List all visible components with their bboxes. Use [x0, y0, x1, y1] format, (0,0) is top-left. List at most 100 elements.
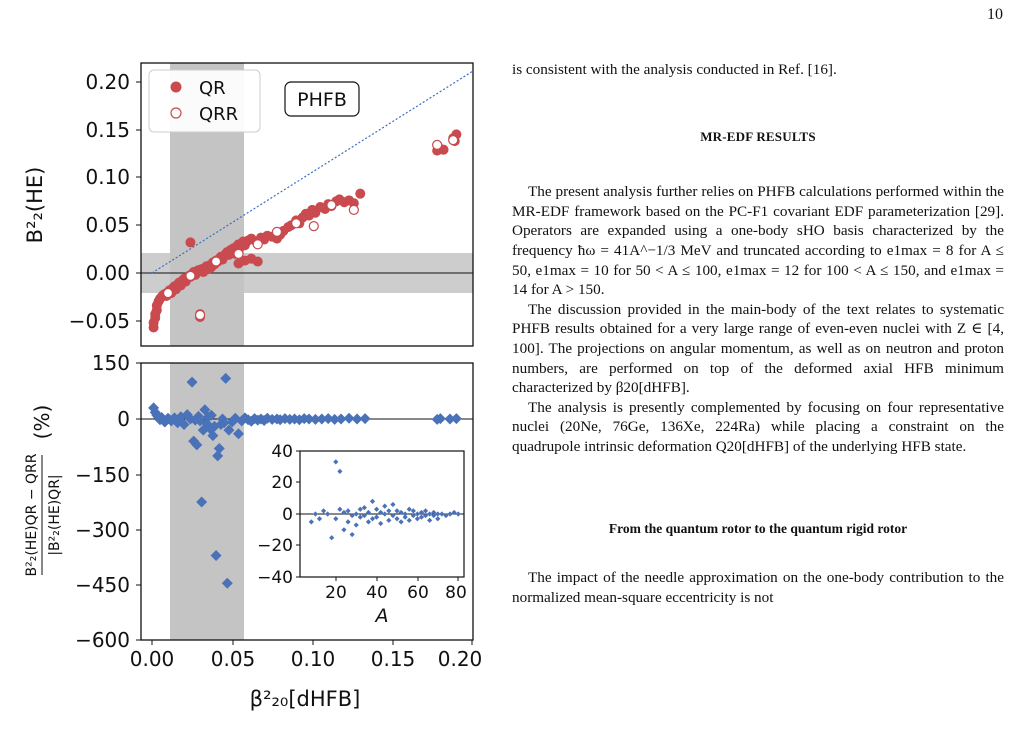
inset-xtick-3: 80 [445, 583, 467, 603]
diff-point [223, 424, 235, 436]
inset: 40 20 0 −20 −40 20 40 60 80 A [257, 442, 467, 627]
bottom-ylabel: B²₂(HE)QR − QRR |B²₂(HE)QR| (%) [24, 405, 63, 577]
inset-point [390, 501, 396, 508]
diff-point [309, 413, 321, 425]
inset-point [369, 516, 376, 522]
paragraph-1: The present analysis further relies on P… [512, 183, 1004, 299]
inset-point [378, 509, 384, 516]
inset-point [333, 459, 339, 465]
top-ytick-5: −0.05 [69, 309, 130, 333]
qrr-point [271, 226, 283, 237]
diff-point [359, 413, 371, 425]
bottom-ytick-5: −600 [75, 628, 130, 652]
inset-point [316, 516, 323, 522]
inset-point [365, 519, 372, 525]
paragraph-4: The impact of the needle approximation o… [512, 569, 1004, 606]
qrr-point [308, 221, 319, 232]
inset-point [308, 519, 314, 525]
diff-point [329, 413, 341, 425]
inset-point [353, 522, 359, 528]
legend-qrr-marker [170, 107, 182, 119]
qr-point [355, 188, 366, 199]
section-heading: MR-EDF RESULTS [700, 128, 816, 144]
top-ytick-3: 0.05 [85, 213, 130, 237]
inset-point [414, 516, 420, 522]
top-ytick-1: 0.15 [85, 118, 130, 142]
bottom-ytick-0: 150 [92, 351, 130, 375]
inset-point [394, 516, 400, 522]
inset-point [357, 514, 363, 520]
inset-point [333, 516, 339, 522]
inset-point [418, 509, 425, 516]
diff-point [351, 413, 363, 425]
inset-point [325, 511, 331, 517]
qrr-point [432, 139, 443, 150]
inset-point [337, 506, 343, 512]
inset-xticks [335, 577, 459, 581]
right-column: is consistent with the analysis conducte… [512, 60, 1004, 607]
xtick-4: 0.20 [438, 647, 483, 671]
paragraph-continuation: is consistent with the analysis conducte… [512, 61, 837, 78]
diagonal-reference-line [151, 70, 474, 274]
top-ytick-4: 0.00 [85, 261, 130, 285]
qrr-point [162, 287, 174, 299]
qrr-point [233, 248, 244, 259]
inset-point [422, 512, 429, 519]
diff-point [220, 372, 232, 384]
bottom-ytick-4: −450 [75, 573, 130, 597]
inset-point [353, 511, 359, 517]
inset-point [447, 511, 453, 517]
qrr-point [185, 270, 196, 281]
inset-point [398, 519, 404, 525]
inset-point [427, 517, 433, 523]
bottom-xticks [151, 640, 473, 645]
diff-point [343, 412, 355, 424]
inset-point [410, 512, 416, 519]
diff-point [178, 419, 190, 431]
inset-point [378, 520, 384, 527]
inset-xtick-1: 40 [366, 583, 388, 603]
page-number: 10 [987, 6, 1003, 23]
inset-point [349, 531, 355, 538]
inset-point [365, 509, 372, 516]
inset-xlabel: A [374, 605, 389, 627]
diff-point [444, 413, 456, 425]
inset-point [386, 508, 392, 514]
top-ytick-0: 0.20 [85, 70, 130, 94]
inset-ytick-4: −40 [257, 568, 293, 588]
bottom-panel: 150 0 −150 −300 −450 −600 B²₂(HE)QR − QR… [24, 351, 482, 711]
bottom-shade-vertical [170, 363, 244, 640]
diff-point [212, 450, 224, 462]
bottom-ylabel-denominator: |B²₂(HE)QR| [47, 474, 63, 555]
paragraph-2: The discussion provided in the main-body… [512, 300, 1004, 397]
phfb-box [284, 81, 360, 117]
inset-point [361, 505, 367, 511]
inset-yticks [296, 450, 300, 578]
qrr-point [252, 239, 263, 250]
qrr-point [194, 309, 206, 321]
inset-point [439, 511, 445, 517]
bottom-ytick-1: 0 [117, 407, 130, 431]
inset-ytick-1: 20 [271, 473, 293, 493]
inset-point [312, 511, 318, 517]
legend-qr-marker [170, 81, 182, 93]
inset-point [357, 506, 363, 512]
qrr-point [348, 204, 359, 216]
qrr-point [291, 218, 302, 229]
diff-point [196, 496, 208, 508]
inset-point [422, 508, 429, 514]
inset-point [414, 511, 420, 517]
subsection-heading: From the quantum rotor to the quantum ri… [608, 520, 908, 536]
bottom-ylabel-unit: (%) [30, 405, 54, 440]
inset-point [398, 509, 404, 516]
inset-point [431, 512, 437, 519]
inset-point [337, 468, 343, 474]
inset-ytick-0: 40 [271, 442, 293, 462]
bottom-ylabel-numerator: B²₂(HE)QR − QRR [24, 453, 40, 576]
inset-point [345, 519, 351, 525]
inset-xtick-0: 20 [325, 583, 347, 603]
inset-point [349, 512, 355, 519]
inset-point [443, 512, 449, 519]
xtick-0: 0.00 [130, 647, 175, 671]
inset-point [320, 508, 327, 514]
